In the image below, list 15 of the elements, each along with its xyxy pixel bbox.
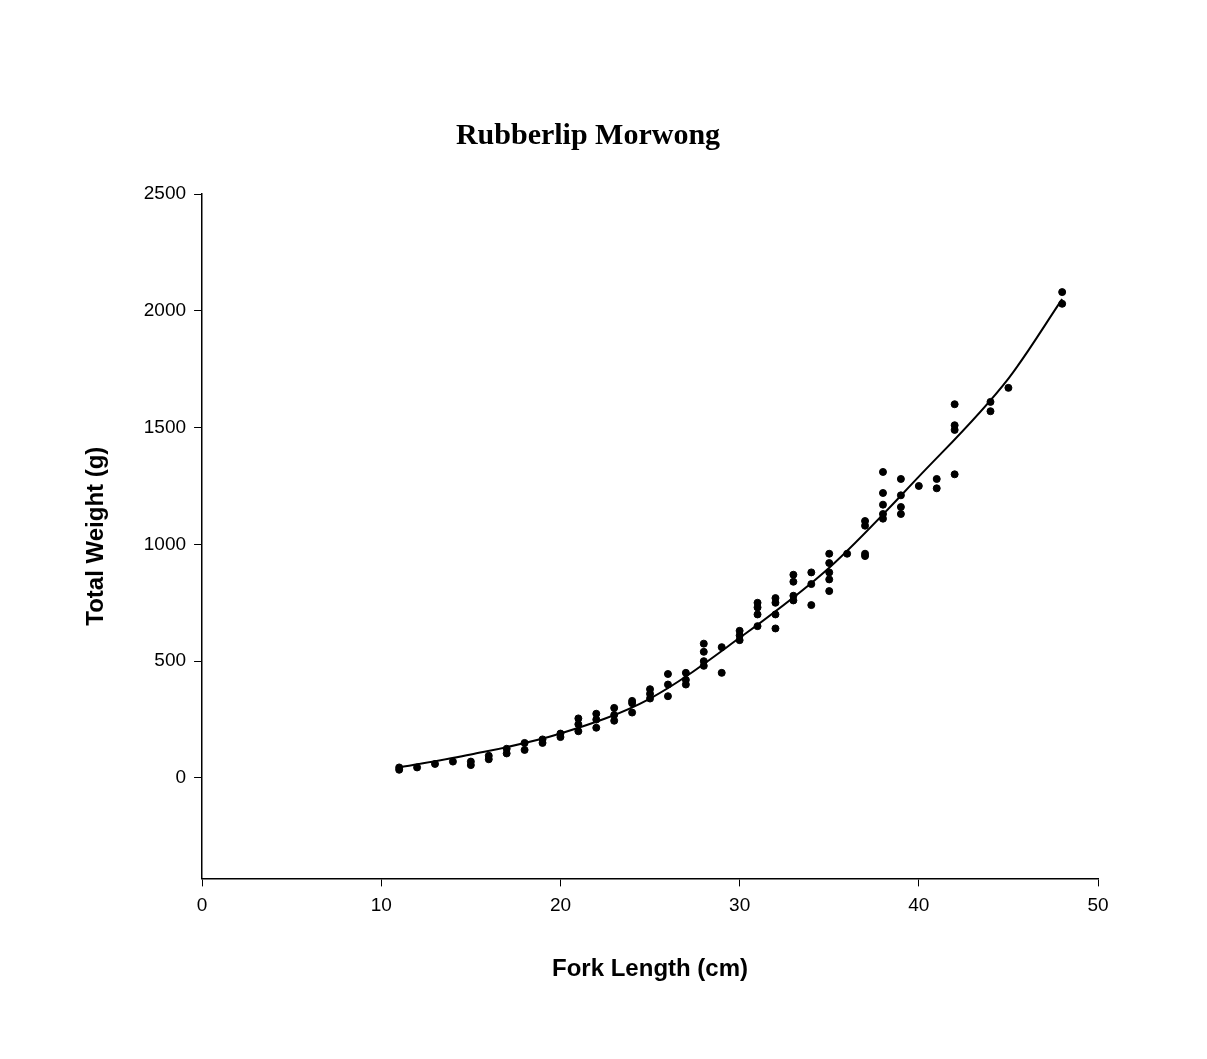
y-axis-title: Total Weight (g) <box>81 446 109 626</box>
y-tick-label: 1000 <box>143 532 187 554</box>
y-tick-label: 500 <box>154 649 187 671</box>
y-tick-label: 0 <box>175 766 187 788</box>
x-tick-label: 30 <box>729 894 751 916</box>
x-tick-label: 20 <box>549 894 572 916</box>
chart-title: Rubberlip Morwong <box>455 116 721 150</box>
x-tick-label: 40 <box>908 894 930 916</box>
y-tick-label: 1500 <box>143 415 187 437</box>
y-tick-label: 2500 <box>143 182 187 204</box>
x-axis-title: Fork Length (cm) <box>552 954 749 982</box>
y-tick-label: 2000 <box>143 299 187 321</box>
x-tick-label: 10 <box>370 894 392 916</box>
x-tick-label: 0 <box>196 894 208 916</box>
x-tick-label: 50 <box>1087 894 1109 916</box>
